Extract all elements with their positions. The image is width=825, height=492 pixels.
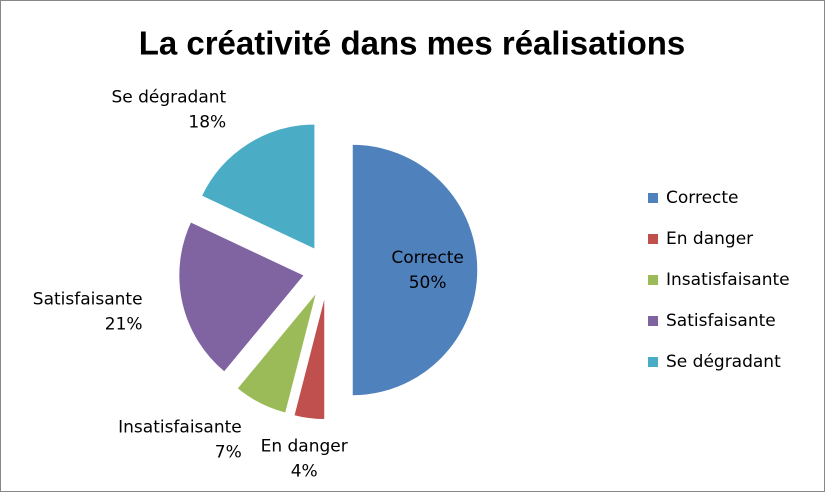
legend-swatch — [648, 275, 658, 285]
pie-slice — [200, 122, 316, 251]
data-label-value: 4% — [291, 462, 318, 482]
legend-swatch — [648, 193, 658, 203]
data-label-category: Insatisfaisante — [118, 417, 242, 437]
legend-label: Se dégradant — [666, 352, 781, 372]
pie-slice — [351, 143, 479, 397]
legend-swatch — [648, 316, 658, 326]
legend-label: Satisfaisante — [666, 311, 776, 331]
data-label-value: 7% — [215, 442, 242, 462]
legend-label: Insatisfaisante — [666, 270, 790, 290]
data-label-value: 50% — [409, 273, 447, 293]
legend-swatch — [648, 234, 658, 244]
legend-label: Correcte — [666, 188, 739, 208]
pie-slice — [292, 293, 326, 421]
pie-slice — [177, 220, 306, 374]
data-label-value: 21% — [105, 314, 143, 334]
data-label-value: 18% — [188, 113, 226, 133]
pie-slice — [235, 290, 318, 415]
legend-label: En danger — [666, 229, 753, 249]
data-label-category: Correcte — [391, 248, 464, 268]
legend-swatch — [648, 357, 658, 367]
data-label-category: Satisfaisante — [33, 289, 143, 309]
data-label-category: En danger — [261, 437, 348, 457]
data-label-category: Se dégradant — [111, 88, 226, 108]
chart-title: La créativité dans mes réalisations — [139, 25, 686, 62]
